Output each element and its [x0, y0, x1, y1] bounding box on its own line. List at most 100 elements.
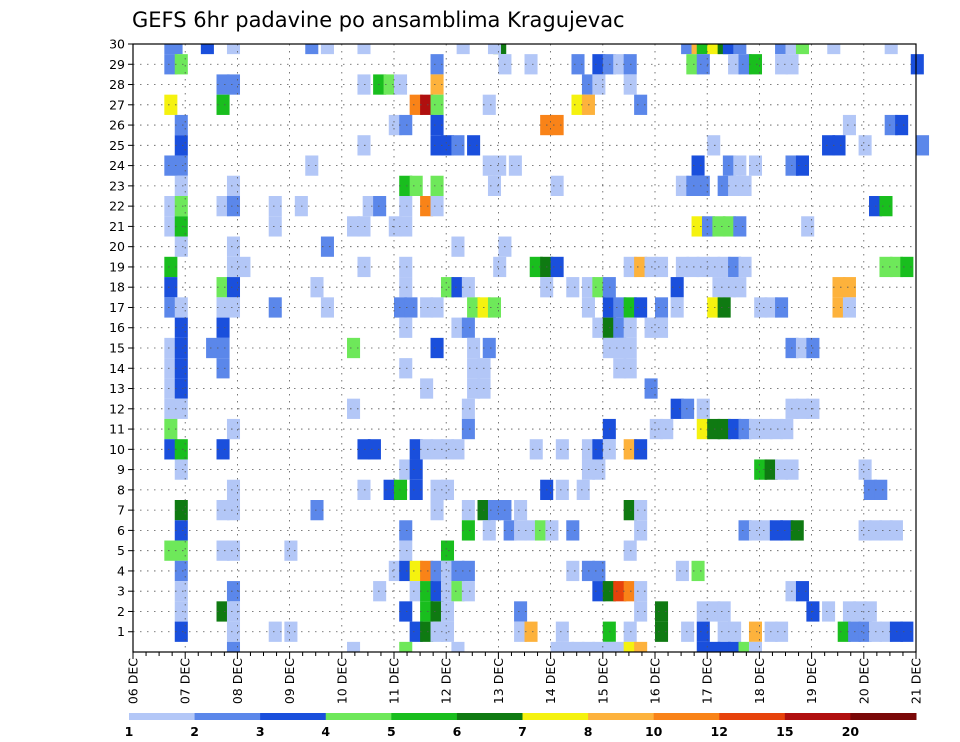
heatmap-cell [388, 560, 402, 582]
heatmap-cell [707, 135, 721, 156]
heatmap-cell [467, 358, 481, 379]
heatmap-cell [409, 581, 423, 602]
heatmap-cell [216, 540, 230, 561]
heatmap-cell [738, 54, 752, 75]
heatmap-cell [696, 398, 710, 419]
heatmap-cell [467, 337, 481, 359]
heatmap-cell [754, 297, 768, 318]
heatmap-cell [409, 479, 423, 500]
heatmap-cell [357, 256, 371, 278]
heatmap-cell [655, 297, 669, 318]
heatmap-cell [388, 216, 402, 237]
heatmap-cell [216, 500, 230, 521]
y-tick-label: 21 [109, 219, 125, 234]
heatmap-cell [493, 256, 507, 278]
heatmap-cell [399, 277, 413, 298]
heatmap-cell [164, 277, 178, 298]
heatmap-cell [696, 418, 710, 440]
y-tick-label: 15 [109, 341, 125, 356]
heatmap-cell [383, 74, 397, 95]
heatmap-cell [461, 317, 475, 338]
heatmap-cell [524, 54, 538, 75]
x-tick-label: 06 DEC [126, 658, 141, 704]
x-tick-label: 18 DEC [752, 658, 767, 704]
heatmap-cell [832, 135, 846, 156]
heatmap-cell [226, 277, 241, 298]
heatmap-cell [696, 175, 710, 196]
heatmap-cell [420, 439, 434, 460]
heatmap-cell [780, 418, 794, 440]
legend-label: 12 [711, 724, 728, 739]
y-tick-label: 27 [109, 97, 125, 112]
heatmap-cell [482, 155, 496, 176]
heatmap-cell [822, 135, 836, 156]
y-tick-label: 29 [109, 57, 125, 72]
heatmap-cell [430, 54, 444, 75]
legend-swatch [456, 713, 523, 720]
legend-label: 4 [321, 724, 330, 739]
heatmap-cell [696, 641, 710, 652]
heatmap-cell [895, 114, 909, 136]
heatmap-cell [357, 439, 371, 460]
heatmap-cell [675, 560, 689, 582]
heatmap-cell [738, 520, 752, 541]
heatmap-cell [440, 581, 455, 602]
heatmap-cell [634, 297, 648, 318]
heatmap-cell [717, 601, 731, 622]
heatmap-cell [775, 54, 789, 75]
heatmap-cell [566, 520, 580, 541]
heatmap-cell [717, 175, 731, 196]
heatmap-cell [174, 621, 188, 642]
heatmap-cell [634, 601, 648, 622]
heatmap-cell [226, 479, 241, 500]
heatmap-cell [790, 520, 804, 541]
heatmap-cell [717, 621, 731, 642]
heatmap-cell [581, 641, 595, 652]
heatmap-cell [216, 277, 230, 298]
heatmap-cell [164, 378, 178, 399]
heatmap-cell [487, 44, 502, 55]
heatmap-cell [785, 44, 799, 55]
heatmap-cell [707, 641, 721, 652]
heatmap-cell [733, 277, 747, 298]
heatmap-cell [399, 196, 413, 217]
heatmap-cell [555, 479, 569, 500]
heatmap-cell [503, 520, 517, 541]
x-tick-label: 13 DEC [491, 658, 506, 704]
y-tick-label: 17 [109, 300, 125, 315]
heatmap-cell [284, 621, 298, 642]
heatmap-cell [164, 155, 178, 176]
heatmap-cell [399, 317, 413, 338]
heatmap-cell [863, 601, 877, 622]
legend-swatch [260, 713, 327, 720]
heatmap-cell [174, 398, 188, 419]
heatmap-cell [174, 236, 188, 257]
heatmap-cell [430, 337, 444, 359]
heatmap-cell [550, 256, 564, 278]
heatmap-cell [613, 641, 627, 652]
heatmap-cell [451, 560, 465, 582]
heatmap-cell [420, 560, 434, 582]
heatmap-cell [310, 277, 324, 298]
heatmap-cell [169, 44, 183, 55]
heatmap-cell [508, 155, 522, 176]
heatmap-cell [550, 175, 564, 196]
heatmap-cell [420, 378, 434, 399]
heatmap-cell [592, 439, 606, 460]
heatmap-cell [174, 155, 188, 176]
heatmap-cell [174, 378, 188, 399]
heatmap-cell [691, 216, 705, 237]
heatmap-cell [394, 479, 408, 500]
heatmap-cell [707, 297, 721, 318]
x-tick-label: 07 DEC [178, 658, 193, 704]
heatmap-cell [430, 479, 444, 500]
heatmap-cell [832, 277, 846, 298]
heatmap-cell [216, 196, 230, 217]
heatmap-cell [456, 44, 470, 55]
heatmap-cell [440, 439, 455, 460]
heatmap-cell [571, 54, 585, 75]
heatmap-cell [712, 216, 726, 237]
y-tick-label: 26 [109, 118, 125, 133]
y-tick-label: 10 [109, 442, 125, 457]
heatmap-cell [655, 601, 669, 622]
